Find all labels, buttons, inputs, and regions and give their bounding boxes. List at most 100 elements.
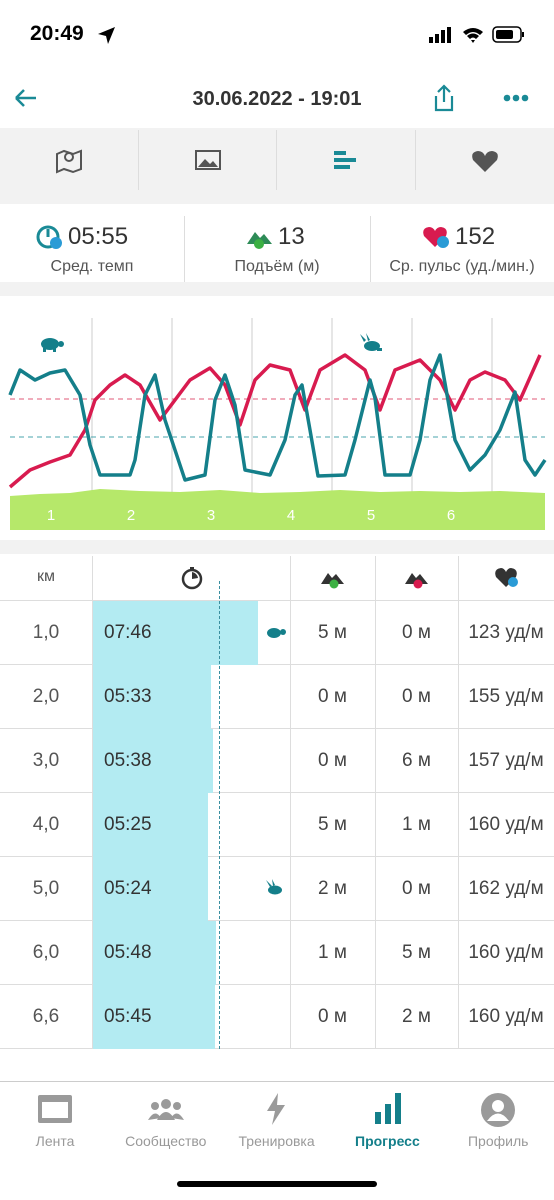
more-button[interactable] bbox=[502, 92, 532, 104]
divider bbox=[184, 216, 185, 282]
ascent-label: Подъём (м) bbox=[234, 258, 320, 275]
status-icons bbox=[429, 26, 524, 43]
pace-cell: 05:24 bbox=[104, 878, 152, 899]
ascent-icon bbox=[247, 232, 272, 249]
hr-cell: 162 уд/м bbox=[468, 878, 544, 899]
tab-bar bbox=[0, 128, 554, 192]
divider bbox=[458, 556, 459, 1049]
progress-icon[interactable] bbox=[372, 1090, 404, 1126]
divider bbox=[0, 600, 554, 601]
descent-cell: 5 м bbox=[402, 942, 431, 963]
divider bbox=[0, 728, 92, 729]
divider bbox=[208, 920, 554, 921]
ascent-header-icon bbox=[321, 573, 344, 589]
divider bbox=[257, 664, 554, 665]
heart-tab[interactable] bbox=[470, 148, 500, 174]
spacer bbox=[0, 540, 554, 554]
km-cell: 4,0 bbox=[32, 814, 60, 835]
segment-label: 6 bbox=[447, 507, 455, 524]
pace-bar bbox=[92, 793, 209, 857]
pace-cell: 05:38 bbox=[104, 750, 152, 771]
pace-bar bbox=[92, 985, 216, 1049]
descent-cell: 0 м bbox=[402, 622, 431, 643]
divider bbox=[0, 1081, 554, 1082]
workout-chart: 1 2 3 4 5 6 bbox=[8, 318, 547, 530]
nav-label[interactable]: Прогресс bbox=[355, 1133, 420, 1149]
pace-cell: 05:25 bbox=[104, 814, 152, 835]
nav-label[interactable]: Лента bbox=[35, 1133, 75, 1149]
spacer bbox=[0, 282, 554, 296]
divider bbox=[212, 792, 554, 793]
km-cell: 6,6 bbox=[32, 1006, 60, 1027]
divider bbox=[0, 920, 92, 921]
descent-cell: 6 м bbox=[402, 750, 431, 771]
segment-label: 5 bbox=[367, 507, 375, 524]
avg-hr-value: 152 bbox=[455, 223, 496, 250]
divider bbox=[290, 556, 291, 1049]
fastest-icon bbox=[266, 879, 282, 895]
segment-label: 4 bbox=[287, 507, 295, 524]
divider bbox=[370, 216, 371, 282]
status-time: 20:49 bbox=[30, 22, 84, 45]
header-title: 30.06.2022 - 19:01 bbox=[192, 88, 362, 110]
photo-tab[interactable] bbox=[194, 148, 222, 172]
divider bbox=[215, 1048, 554, 1049]
km-cell: 2,0 bbox=[32, 686, 60, 707]
pace-bar bbox=[92, 665, 212, 729]
descent-cell: 2 м bbox=[402, 1006, 431, 1027]
slowest-icon bbox=[267, 628, 286, 638]
km-header: км bbox=[37, 568, 55, 585]
share-button[interactable] bbox=[430, 82, 458, 114]
segment-label: 3 bbox=[207, 507, 215, 524]
divider bbox=[415, 130, 416, 190]
descent-header-icon bbox=[405, 573, 428, 589]
divider bbox=[92, 556, 93, 1049]
ascent-cell: 0 м bbox=[318, 686, 347, 707]
ascent-cell: 0 м bbox=[318, 750, 347, 771]
pace-cell: 07:46 bbox=[104, 622, 152, 643]
heart-rate-icon bbox=[423, 227, 449, 248]
divider bbox=[276, 130, 277, 190]
nav-label[interactable]: Сообщество bbox=[125, 1133, 207, 1149]
km-cell: 5,0 bbox=[32, 878, 60, 899]
home-indicator bbox=[177, 1181, 377, 1187]
average-pace-line bbox=[218, 581, 220, 1049]
workout-icon[interactable] bbox=[264, 1092, 288, 1126]
divider bbox=[138, 130, 139, 190]
divider bbox=[211, 728, 554, 729]
profile-icon[interactable] bbox=[480, 1092, 516, 1128]
descent-cell: 0 м bbox=[402, 878, 431, 899]
km-cell: 3,0 bbox=[32, 750, 60, 771]
avg-pace-label: Сред. темп bbox=[50, 258, 134, 275]
pace-bar bbox=[92, 729, 213, 793]
divider bbox=[0, 984, 92, 985]
community-icon[interactable] bbox=[146, 1096, 186, 1124]
descent-cell: 0 м bbox=[402, 686, 431, 707]
pace-cell: 05:33 bbox=[104, 686, 152, 707]
back-button[interactable] bbox=[12, 86, 40, 110]
divider bbox=[0, 792, 92, 793]
hr-header-icon bbox=[495, 568, 518, 587]
km-cell: 1,0 bbox=[32, 622, 60, 643]
pace-cell: 05:45 bbox=[104, 1006, 152, 1027]
map-tab[interactable] bbox=[54, 146, 84, 174]
hr-cell: 160 уд/м bbox=[468, 814, 544, 835]
ascent-cell: 0 м bbox=[318, 1006, 347, 1027]
nav-label[interactable]: Профиль bbox=[467, 1133, 529, 1149]
descent-cell: 1 м bbox=[402, 814, 431, 835]
hr-cell: 155 уд/м bbox=[468, 686, 544, 707]
location-icon bbox=[98, 27, 115, 44]
ascent-cell: 5 м bbox=[318, 622, 347, 643]
segment-label: 2 bbox=[127, 507, 135, 524]
segment-label: 1 bbox=[47, 507, 55, 524]
divider bbox=[216, 984, 554, 985]
laps-tab[interactable] bbox=[332, 148, 360, 172]
divider bbox=[0, 1048, 92, 1049]
nav-label[interactable]: Тренировка bbox=[238, 1133, 315, 1149]
feed-icon[interactable] bbox=[36, 1092, 74, 1128]
avg-hr-label: Ср. пульс (уд./мин.) bbox=[389, 258, 535, 275]
pace-bar bbox=[92, 601, 258, 665]
km-cell: 6,0 bbox=[32, 942, 60, 963]
pace-icon bbox=[36, 225, 62, 249]
